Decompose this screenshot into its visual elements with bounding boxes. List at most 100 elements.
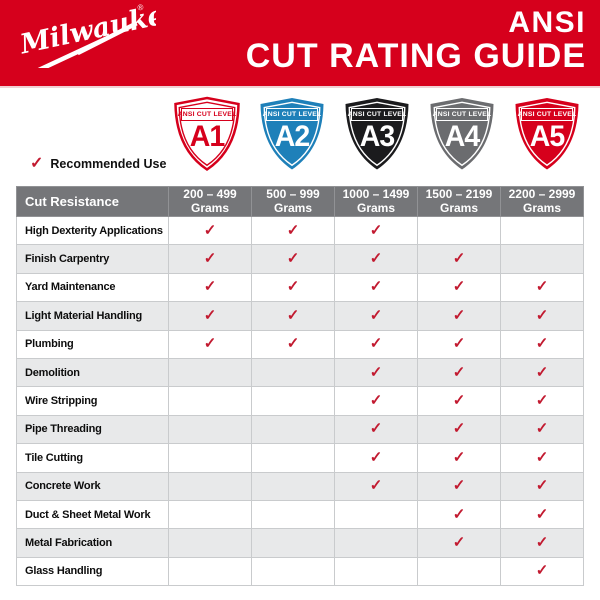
check-cell: ✓ (417, 244, 501, 274)
check-icon: ✓ (30, 155, 44, 172)
check-cell: ✓ (334, 443, 418, 473)
check-cell: ✓ (334, 244, 418, 274)
check-cell: ✓ (168, 272, 252, 303)
check-icon: ✓ (203, 306, 217, 324)
header-banner: Milwaukee ® ANSI CUT RATING GUIDE (0, 0, 600, 88)
check-icon: ✓ (369, 306, 383, 324)
row-label: Wire Stripping (16, 386, 169, 416)
check-icon: ✓ (535, 335, 549, 353)
table-header-row: Cut Resistance 200 – 499 Grams 500 – 999 Gra… (16, 186, 584, 217)
check-cell: ✓ (500, 329, 584, 359)
milwaukee-logo-text: Milwaukee (17, 2, 156, 61)
row-label: Pipe Threading (16, 414, 169, 445)
check-icon: ✓ (452, 306, 466, 324)
check-icon: ✓ (535, 306, 549, 324)
grams-range: 1000 – 1499 (342, 186, 410, 201)
empty-cell (417, 215, 501, 246)
cut-level-shield-a5: ANSI CUT LEVEL A5 (510, 95, 584, 173)
row-label: Glass Handling (16, 556, 169, 587)
check-icon: ✓ (369, 448, 383, 466)
row-label: Tile Cutting (16, 443, 169, 473)
check-icon: ✓ (452, 335, 466, 353)
ansi-cut-level-band: ANSI CUT LEVEL (178, 108, 236, 121)
table-row: Pipe Threading ✓ ✓ ✓ (16, 414, 584, 445)
check-cell: ✓ (417, 414, 501, 445)
check-icon: ✓ (452, 250, 466, 268)
check-cell: ✓ (168, 329, 252, 359)
table-row: Metal Fabrication ✓ ✓ (16, 528, 584, 558)
check-cell: ✓ (417, 443, 501, 473)
shield-shape-icon (345, 98, 409, 170)
check-icon: ✓ (369, 221, 383, 239)
empty-cell (168, 556, 252, 587)
check-icon: ✓ (535, 420, 549, 438)
check-cell: ✓ (500, 528, 584, 558)
row-label: Finish Carpentry (16, 244, 169, 274)
table-row: Duct & Sheet Metal Work ✓ ✓ (16, 499, 584, 530)
grams-unit: Grams (190, 200, 230, 215)
cut-level-shields: ANSI CUT LEVEL A1 ANSI CUT LEVEL A2 ANSI CUT… (170, 95, 584, 175)
check-icon: ✓ (452, 392, 466, 410)
empty-cell (334, 499, 418, 530)
grams-unit: Grams (522, 200, 562, 215)
empty-cell (251, 499, 335, 530)
check-cell: ✓ (334, 272, 418, 303)
registered-mark: ® (137, 3, 145, 13)
table-row: Concrete Work ✓ ✓ ✓ (16, 471, 584, 501)
empty-cell (168, 499, 252, 530)
table-row: Tile Cutting ✓ ✓ ✓ (16, 443, 584, 473)
recommended-use-legend: ✓ Recommended Use (30, 156, 166, 172)
check-icon: ✓ (452, 363, 466, 381)
empty-cell (251, 528, 335, 558)
check-icon: ✓ (286, 335, 300, 353)
row-label: Duct & Sheet Metal Work (16, 499, 169, 530)
row-label: Light Material Handling (16, 301, 169, 331)
cut-level-text: A2 (274, 120, 310, 153)
check-cell: ✓ (417, 471, 501, 501)
check-icon: ✓ (286, 221, 300, 239)
check-icon: ✓ (452, 505, 466, 523)
check-icon: ✓ (203, 278, 217, 296)
check-icon: ✓ (535, 505, 549, 523)
recommended-use-label: Recommended Use (50, 157, 167, 171)
empty-cell (168, 528, 252, 558)
empty-cell (500, 215, 584, 246)
check-cell: ✓ (500, 386, 584, 416)
check-cell: ✓ (500, 414, 584, 445)
table-row: Plumbing ✓ ✓ ✓ ✓ ✓ (16, 329, 584, 359)
check-icon: ✓ (369, 278, 383, 296)
lightning-bolt-icon (35, 21, 138, 68)
check-icon: ✓ (369, 420, 383, 438)
grams-range-header: 1500 – 2199 Grams (417, 186, 501, 217)
check-icon: ✓ (535, 448, 549, 466)
check-icon: ✓ (535, 477, 549, 495)
grams-range-header: 1000 – 1499 Grams (334, 186, 418, 217)
cut-rating-table: Cut Resistance 200 – 499 Grams 500 – 999 Gra… (16, 186, 584, 587)
check-cell: ✓ (334, 414, 418, 445)
check-icon: ✓ (369, 250, 383, 268)
check-icon: ✓ (286, 278, 300, 296)
check-cell: ✓ (334, 215, 418, 246)
table-row: Glass Handling ✓ (16, 556, 584, 587)
empty-cell (251, 414, 335, 445)
check-cell: ✓ (417, 272, 501, 303)
check-icon: ✓ (452, 448, 466, 466)
empty-cell (500, 244, 584, 274)
check-icon: ✓ (452, 420, 466, 438)
check-cell: ✓ (334, 301, 418, 331)
check-icon: ✓ (369, 477, 383, 495)
row-label: Yard Maintenance (16, 272, 169, 303)
check-cell: ✓ (251, 215, 335, 246)
check-cell: ✓ (334, 471, 418, 501)
table-row: Light Material Handling ✓ ✓ ✓ ✓ ✓ (16, 301, 584, 331)
cut-level-shield-a3: ANSI CUT LEVEL A3 (340, 95, 414, 173)
shield-shape-icon (174, 96, 240, 172)
shield-shape-icon (430, 98, 494, 170)
grams-range-header: 2200 – 2999 Grams (500, 186, 584, 217)
table-row: High Dexterity Applications ✓ ✓ ✓ (16, 215, 584, 246)
check-cell: ✓ (500, 499, 584, 530)
empty-cell (334, 528, 418, 558)
check-cell: ✓ (500, 556, 584, 587)
check-icon: ✓ (203, 221, 217, 239)
table-body: High Dexterity Applications ✓ ✓ ✓ Finish Car… (16, 215, 584, 587)
